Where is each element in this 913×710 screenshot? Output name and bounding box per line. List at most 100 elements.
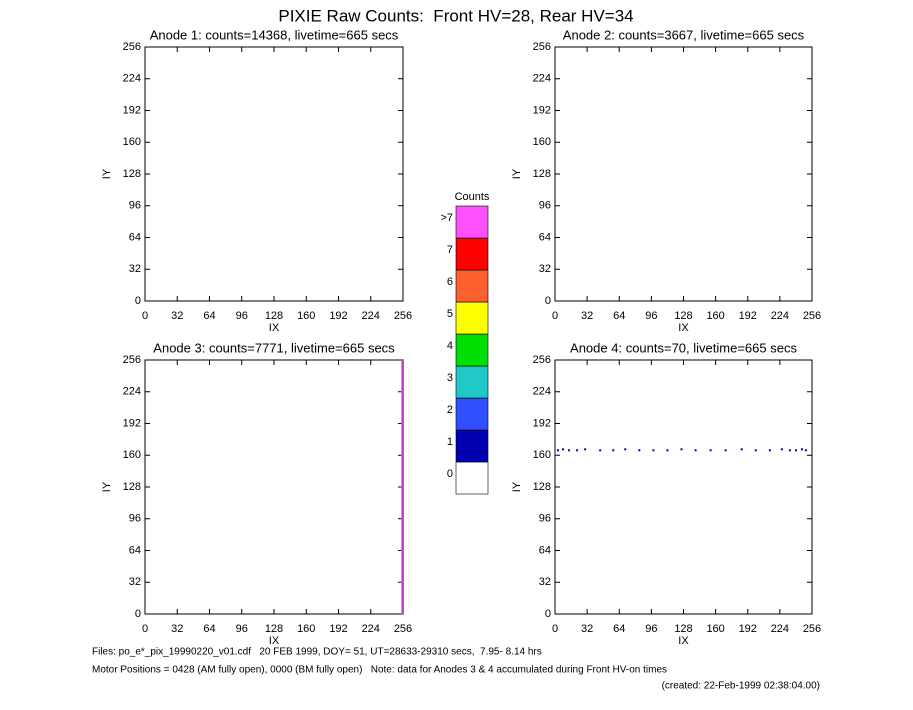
x-tick-label: 256 bbox=[803, 310, 821, 322]
x-tick-label: 256 bbox=[394, 310, 412, 322]
color-swatch bbox=[455, 237, 489, 271]
data-point bbox=[794, 449, 797, 452]
plot-frame bbox=[554, 359, 813, 615]
colorbar-label: 2 bbox=[447, 404, 453, 416]
y-tick-label: 256 bbox=[123, 41, 141, 53]
x-tick-label: 0 bbox=[142, 623, 148, 635]
x-tick-label: 224 bbox=[362, 623, 380, 635]
y-tick-label: 0 bbox=[545, 608, 551, 620]
x-tick-label: 64 bbox=[613, 623, 625, 635]
plot-frame bbox=[144, 46, 404, 302]
colorbar-label: 3 bbox=[447, 372, 453, 384]
y-axis-label: IY bbox=[511, 481, 523, 492]
data-point bbox=[780, 448, 783, 451]
y-tick-label: 224 bbox=[123, 386, 141, 398]
y-tick-label: 224 bbox=[123, 73, 141, 85]
colorbar-label: >7 bbox=[440, 212, 453, 224]
x-tick-label: 96 bbox=[645, 623, 657, 635]
x-tick-label: 256 bbox=[394, 623, 412, 635]
panel-title: Anode 4: counts=70, livetime=665 secs bbox=[570, 340, 797, 355]
data-point bbox=[800, 448, 803, 451]
y-tick-label: 192 bbox=[533, 104, 551, 116]
color-swatch bbox=[455, 429, 489, 463]
y-tick-label: 256 bbox=[533, 354, 551, 366]
colorbar-label: 6 bbox=[447, 276, 453, 288]
y-tick-label: 32 bbox=[539, 263, 551, 275]
x-tick-label: 64 bbox=[203, 623, 215, 635]
y-tick-label: 160 bbox=[123, 136, 141, 148]
y-axis-label: IY bbox=[511, 168, 523, 179]
y-tick-label: 160 bbox=[533, 449, 551, 461]
x-tick-label: 64 bbox=[613, 310, 625, 322]
data-point bbox=[694, 449, 697, 452]
data-point bbox=[740, 448, 743, 451]
y-tick-label: 224 bbox=[533, 73, 551, 85]
x-tick-label: 224 bbox=[362, 310, 380, 322]
color-swatch bbox=[455, 461, 489, 495]
y-tick-label: 128 bbox=[533, 481, 551, 493]
y-tick-label: 64 bbox=[539, 231, 551, 243]
y-tick-label: 192 bbox=[123, 104, 141, 116]
data-point bbox=[624, 448, 627, 451]
y-tick-label: 0 bbox=[135, 295, 141, 307]
data-point bbox=[568, 449, 571, 452]
x-tick-label: 128 bbox=[674, 310, 692, 322]
data-point bbox=[666, 449, 669, 452]
x-tick-label: 96 bbox=[645, 310, 657, 322]
plot-frame bbox=[554, 46, 813, 302]
plot-frame bbox=[144, 359, 404, 615]
x-tick-label: 32 bbox=[581, 310, 593, 322]
x-tick-label: 192 bbox=[329, 310, 347, 322]
y-tick-label: 0 bbox=[135, 608, 141, 620]
x-tick-label: 96 bbox=[236, 623, 248, 635]
x-tick-label: 0 bbox=[552, 623, 558, 635]
y-tick-label: 64 bbox=[539, 544, 551, 556]
y-tick-label: 32 bbox=[539, 576, 551, 588]
y-tick-label: 160 bbox=[533, 136, 551, 148]
y-tick-label: 32 bbox=[129, 263, 141, 275]
data-point bbox=[680, 448, 683, 451]
x-tick-label: 128 bbox=[265, 310, 283, 322]
x-tick-label: 160 bbox=[297, 310, 315, 322]
colorbar-title: Counts bbox=[455, 191, 490, 203]
data-point bbox=[562, 448, 565, 451]
y-tick-label: 224 bbox=[533, 386, 551, 398]
x-tick-label: 0 bbox=[142, 310, 148, 322]
y-tick-label: 0 bbox=[545, 295, 551, 307]
data-point bbox=[638, 449, 641, 452]
data-point bbox=[557, 449, 560, 452]
x-tick-label: 224 bbox=[771, 623, 789, 635]
colorbar-label: 5 bbox=[447, 308, 453, 320]
data-point bbox=[709, 449, 712, 452]
data-point bbox=[652, 449, 655, 452]
color-swatch bbox=[455, 333, 489, 367]
y-axis-label: IY bbox=[101, 481, 113, 492]
y-tick-label: 96 bbox=[129, 513, 141, 525]
data-point bbox=[612, 449, 615, 452]
y-tick-label: 96 bbox=[539, 200, 551, 212]
x-tick-label: 192 bbox=[739, 623, 757, 635]
y-tick-label: 128 bbox=[123, 168, 141, 180]
y-tick-label: 128 bbox=[123, 481, 141, 493]
data-point bbox=[576, 449, 579, 452]
figure-title: PIXIE Raw Counts: Front HV=28, Rear HV=3… bbox=[278, 6, 633, 25]
y-tick-label: 64 bbox=[129, 544, 141, 556]
x-tick-label: 192 bbox=[739, 310, 757, 322]
x-tick-label: 64 bbox=[203, 310, 215, 322]
color-swatch bbox=[455, 365, 489, 399]
footer-line: (created: 22-Feb-1999 02:38:04.00) bbox=[662, 681, 820, 692]
x-tick-label: 32 bbox=[581, 623, 593, 635]
y-tick-label: 96 bbox=[129, 200, 141, 212]
footer-line: Files: po_e*_pix_19990220_v01.cdf 20 FEB… bbox=[92, 647, 542, 658]
y-tick-label: 192 bbox=[533, 417, 551, 429]
data-point bbox=[724, 449, 727, 452]
data-point bbox=[788, 449, 791, 452]
y-tick-label: 96 bbox=[539, 513, 551, 525]
data-point bbox=[754, 449, 757, 452]
color-swatch bbox=[455, 269, 489, 303]
panel-title: Anode 2: counts=3667, livetime=665 secs bbox=[563, 27, 805, 42]
x-tick-label: 32 bbox=[171, 623, 183, 635]
x-axis-label: IX bbox=[678, 635, 689, 647]
data-point bbox=[768, 449, 771, 452]
